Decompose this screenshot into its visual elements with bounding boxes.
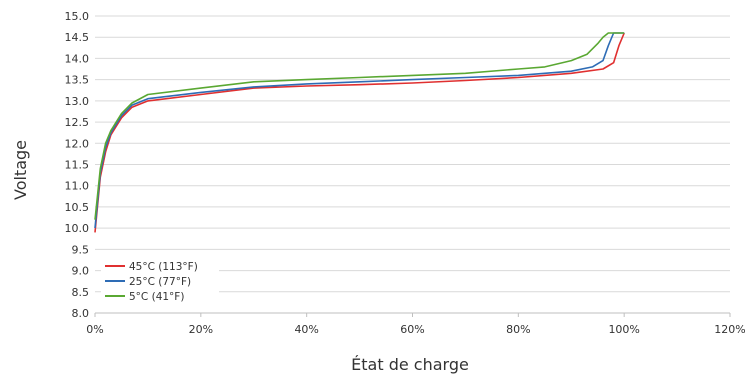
x-axis-title: État de charge [351,355,469,374]
y-tick-label: 13.5 [65,74,90,87]
y-axis-title: Voltage [11,140,30,200]
legend-label: 25°C (77°F) [129,276,191,288]
y-tick-label: 11.0 [65,180,90,193]
series-line-2 [94,32,625,220]
x-tick-label: 80% [506,323,530,336]
legend-label: 5°C (41°F) [129,291,184,303]
x-tick-label: 100% [608,323,639,336]
y-tick-label: 9.5 [72,243,90,256]
y-tick-label: 11.5 [65,159,90,172]
series-line-1 [94,32,625,229]
y-tick-label: 12.5 [65,116,90,129]
legend-label: 45°C (113°F) [129,261,198,273]
y-tick-label: 14.0 [65,52,90,65]
y-tick-label: 8.0 [72,307,90,320]
y-tick-label: 10.0 [65,222,90,235]
x-tick-label: 40% [294,323,318,336]
x-tick-label: 0% [86,323,103,336]
y-tick-label: 8.5 [72,286,90,299]
grid [95,15,730,314]
axes: 15.0 14.5 14.0 13.5 13.0 12.5 12.0 11.5 11.0 10.5… [65,10,745,336]
x-tick-label: 60% [400,323,424,336]
series-line-0 [94,32,625,233]
series-lines [94,32,625,233]
y-tick-label: 12.0 [65,137,90,150]
y-tick-label: 14.5 [65,31,90,44]
legend: 45°C (113°F) 25°C (77°F) 5°C (41°F) [101,256,219,305]
x-tick-label: 120% [714,323,745,336]
x-tick-label: 20% [189,323,213,336]
y-tick-label: 9.0 [72,265,90,278]
y-tick-label: 15.0 [65,10,90,23]
y-tick-label: 10.5 [65,201,90,214]
y-tick-label: 13.0 [65,95,90,108]
